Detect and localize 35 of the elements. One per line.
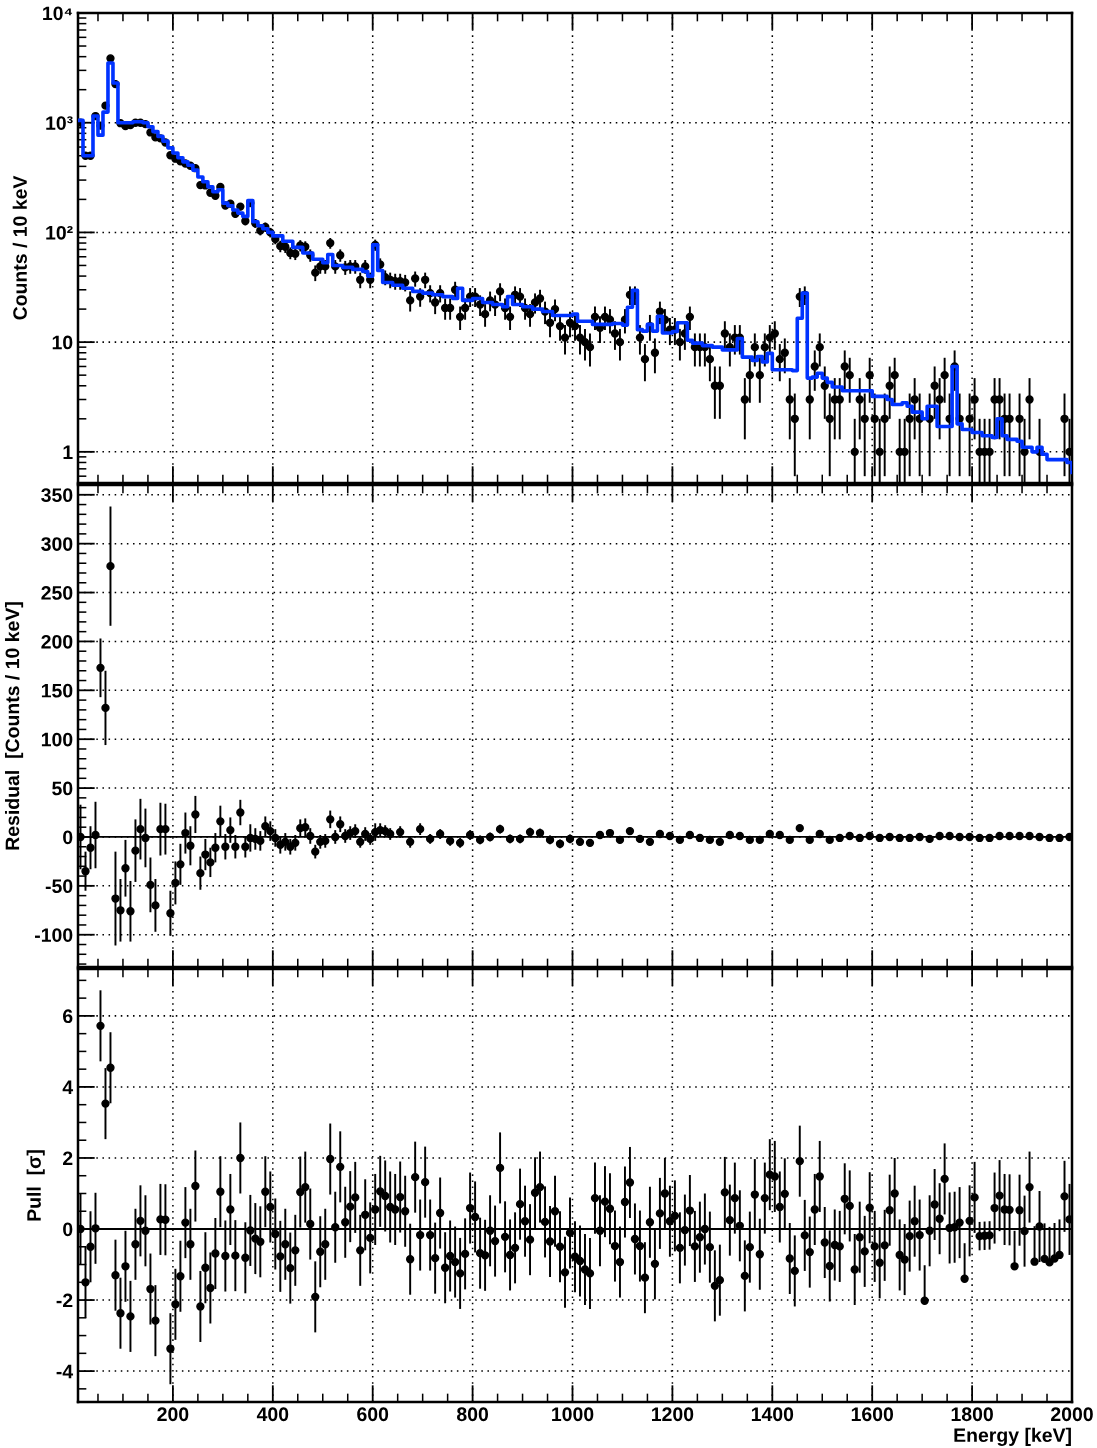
y-tick-label: 150 (41, 683, 73, 698)
y-tick-label: 0 (63, 1222, 73, 1237)
y-axis-title: Counts / 10 keV (12, 175, 28, 320)
y-tick-label: 6 (63, 1009, 73, 1024)
y-tick-label: 10 (52, 335, 73, 350)
y-tick-label: 50 (52, 781, 73, 796)
y-tick-label: 10² (46, 225, 73, 240)
y-tick-label: 4 (62, 1080, 74, 1094)
y-tick-label: 350 (41, 488, 73, 503)
y-tick-label: 10³ (46, 116, 73, 130)
y-tick-label: -2 (56, 1293, 73, 1308)
y-tick-label: 10⁴ (43, 6, 73, 21)
x-tick-label: 1400 (751, 1407, 794, 1422)
x-tick-label: 1000 (552, 1407, 594, 1422)
y-axis-title: Residual [Counts / 10 keV] (4, 602, 24, 850)
x-tick-label: 1600 (851, 1407, 894, 1422)
x-tick-label: 1800 (951, 1407, 993, 1422)
y-tick-label: -4 (56, 1364, 74, 1379)
y-tick-label: -100 (34, 928, 73, 942)
y-tick-label: -50 (45, 879, 73, 894)
x-tick-label: 2000 (1051, 1407, 1093, 1422)
y-tick-label: 100 (41, 732, 73, 747)
y-tick-label: 250 (41, 586, 73, 600)
x-tick-label: 600 (357, 1407, 389, 1422)
x-tick-label: 200 (157, 1407, 189, 1422)
y-tick-label: 200 (41, 634, 73, 649)
y-axis-title: Pull [σ] (26, 1150, 45, 1221)
y-tick-label: 0 (63, 830, 73, 845)
x-axis-title: Energy [keV] (954, 1427, 1071, 1446)
y-tick-label: 1 (63, 445, 73, 459)
x-tick-label: 800 (457, 1407, 489, 1422)
x-tick-label: 400 (256, 1407, 289, 1422)
y-tick-label: 300 (41, 537, 73, 551)
x-tick-label: 1200 (652, 1407, 694, 1422)
y-tick-label: 2 (63, 1151, 73, 1166)
